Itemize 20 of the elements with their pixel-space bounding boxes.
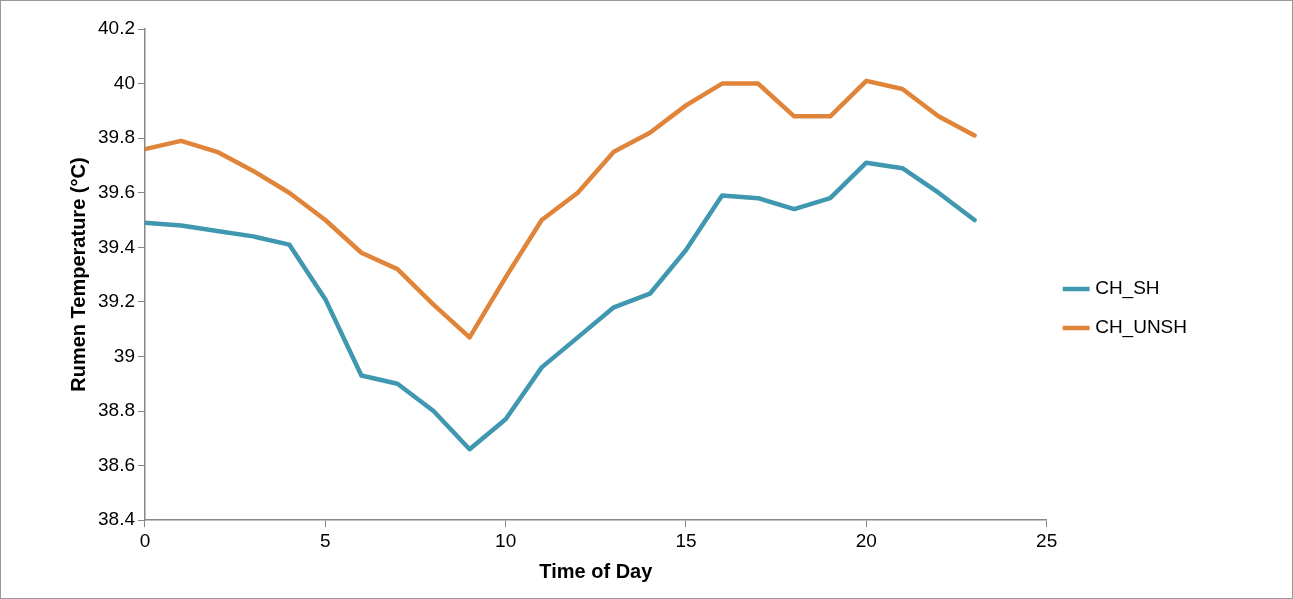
x-axis-title: Time of Day: [539, 559, 654, 582]
y-tick-label: 39.6: [98, 180, 135, 202]
y-tick-label: 39.8: [98, 126, 135, 148]
y-tick-label: 40: [113, 71, 135, 93]
x-tick-label: 20: [855, 529, 877, 551]
x-tick-label: 25: [1036, 529, 1058, 551]
y-axis-title: Rumen Temperature (°C): [66, 157, 89, 392]
legend-label: CH_SH: [1095, 277, 1160, 300]
x-tick-label: 5: [320, 529, 331, 551]
y-tick-label: 39: [113, 344, 135, 366]
y-tick-label: 38.6: [98, 453, 135, 475]
y-tick-label: 40.2: [98, 17, 135, 39]
y-tick-label: 38.4: [98, 508, 136, 530]
x-tick-label: 15: [675, 529, 697, 551]
legend-label: CH_UNSH: [1095, 316, 1188, 339]
y-tick-label: 38.8: [98, 399, 135, 421]
y-tick-label: 39.2: [98, 290, 135, 312]
y-tick-label: 39.4: [98, 235, 136, 257]
x-tick-label: 0: [139, 529, 151, 551]
x-tick-label: 10: [495, 529, 517, 551]
